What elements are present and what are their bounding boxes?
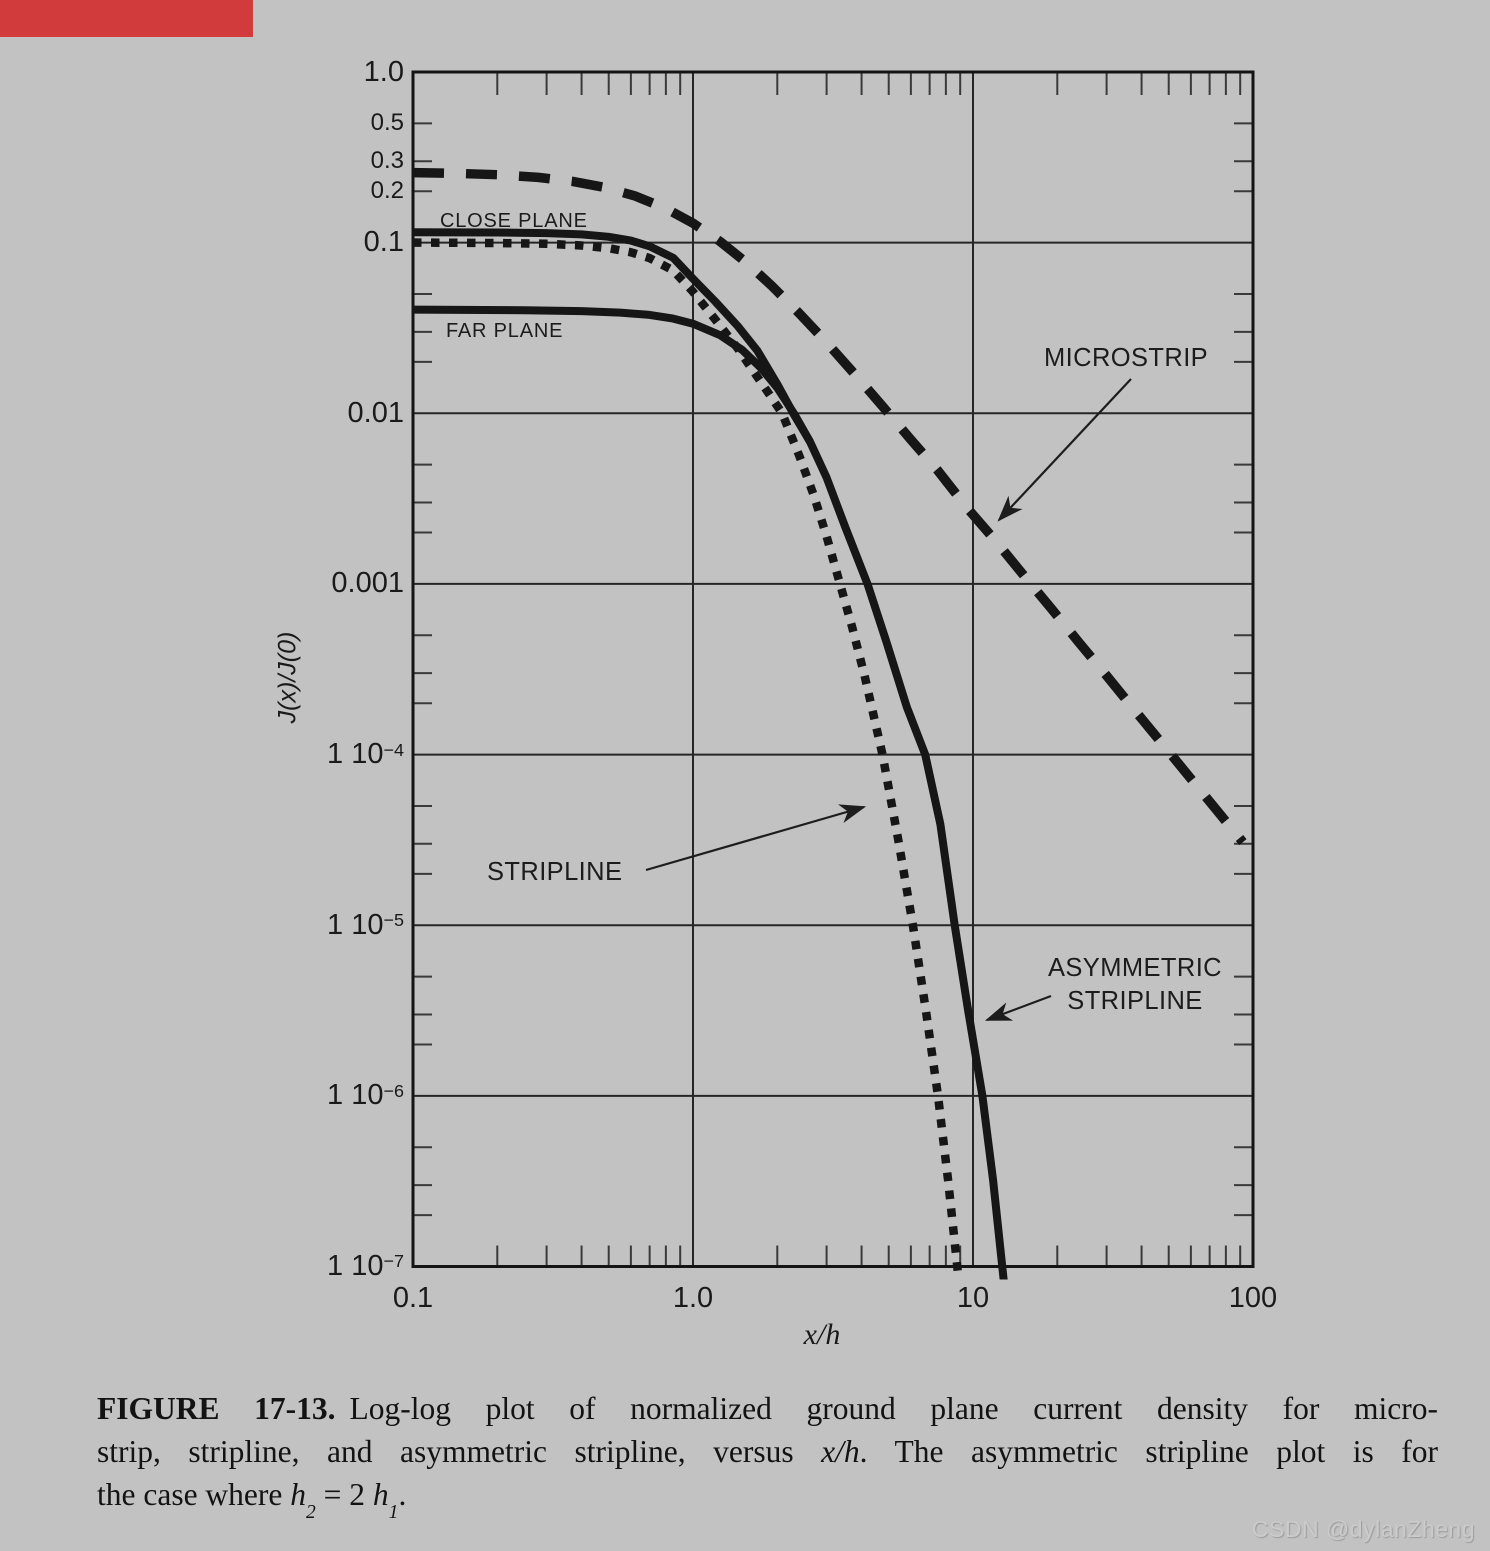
far-plane-label: FAR PLANE	[446, 320, 564, 342]
y-tick-label: 0.001	[331, 567, 404, 600]
microstrip-arrow	[997, 378, 1132, 522]
y-axis-title: J(x)/J(0)	[273, 631, 302, 724]
watermark: CSDN @dylanZheng	[1251, 1516, 1475, 1542]
y-tick-label: 1 10−7	[327, 1250, 405, 1282]
y-tick-label: 0.01	[347, 396, 404, 429]
y-tick-label-exponent: −4	[383, 739, 405, 760]
caption-text-1: Log-log plot of normalized ground plane …	[349, 1391, 1439, 1426]
asymmetric-stripline-far-plane-curve	[412, 305, 814, 444]
caption-var-h2: h	[290, 1477, 307, 1512]
caption-line-2: strip, stripline, and asymmetric stripli…	[97, 1430, 1438, 1473]
asymmetric-stripline-label-line2: STRIPLINE	[1067, 986, 1203, 1015]
caption-line-1: FIGURE 17-13. Log-log plot of normalized …	[97, 1387, 1438, 1430]
plot-border	[411, 70, 1255, 1268]
asymmetric-stripline-label-line1: ASYMMETRIC	[1047, 954, 1222, 982]
asymmetric-stripline-arrow	[984, 994, 1052, 1022]
y-tick-label: 1 10−5	[327, 908, 405, 941]
y-tick-label-exponent: −6	[383, 1080, 405, 1101]
caption-text-3c: .	[398, 1477, 407, 1512]
x-tick-label: 1.0	[672, 1282, 714, 1314]
asymmetric-stripline-close-plane-curve	[412, 228, 1008, 1280]
y-tick-label: 0.5	[370, 109, 404, 137]
stripline-label: STRIPLINE	[487, 858, 623, 886]
x-axis-title: x/h	[803, 1318, 841, 1351]
y-tick-label-exponent: −5	[383, 910, 405, 931]
figure-number: FIGURE 17-13.	[97, 1391, 336, 1426]
minor-ticks	[413, 72, 1253, 1267]
y-tick-label: 0.1	[363, 226, 404, 259]
y-tick-label: 1 10−4	[327, 738, 405, 771]
caption-text-3a: the case where	[97, 1477, 291, 1512]
red-banner	[0, 0, 253, 37]
caption-var-xh: x/h	[821, 1434, 860, 1469]
asymmetric-stripline-label: ASYMMETRIC STRIPLINE	[1032, 952, 1238, 1017]
microstrip-label: MICROSTRIP	[1044, 344, 1209, 372]
y-tick-label: 1 10−6	[327, 1079, 405, 1112]
y-tick-label: 1.0	[363, 55, 404, 88]
annotation-arrows	[645, 378, 1132, 1022]
y-tick-label-exponent: −7	[383, 1251, 405, 1272]
x-tick-label: 100	[1228, 1282, 1278, 1314]
caption-var-h1: h	[372, 1477, 389, 1512]
caption-text-2b: . The asymmetric stripline plot is for	[859, 1434, 1438, 1469]
y-tick-label: 0.2	[370, 177, 404, 205]
microstrip-curve	[412, 167, 1247, 846]
caption-line-3: the case where h2 = 2 h1.	[97, 1473, 1438, 1522]
figure-caption: FIGURE 17-13. Log-log plot of normalized …	[97, 1387, 1438, 1522]
gridlines	[413, 72, 1253, 1267]
stripline-arrow	[645, 804, 867, 872]
close-plane-label: CLOSE PLANE	[440, 210, 588, 232]
x-tick-label: 10	[956, 1282, 990, 1314]
curves	[412, 167, 1247, 1280]
stripline-curve	[412, 238, 963, 1275]
caption-var-h2-sub: 2	[306, 1501, 316, 1523]
x-tick-label: 0.1	[392, 1282, 434, 1314]
caption-var-h1-sub: 1	[388, 1501, 399, 1523]
y-tick-label: 0.3	[370, 147, 404, 175]
caption-text-2a: strip, stripline, and asymmetric stripli…	[97, 1434, 822, 1469]
caption-text-3b: = 2	[315, 1477, 373, 1512]
